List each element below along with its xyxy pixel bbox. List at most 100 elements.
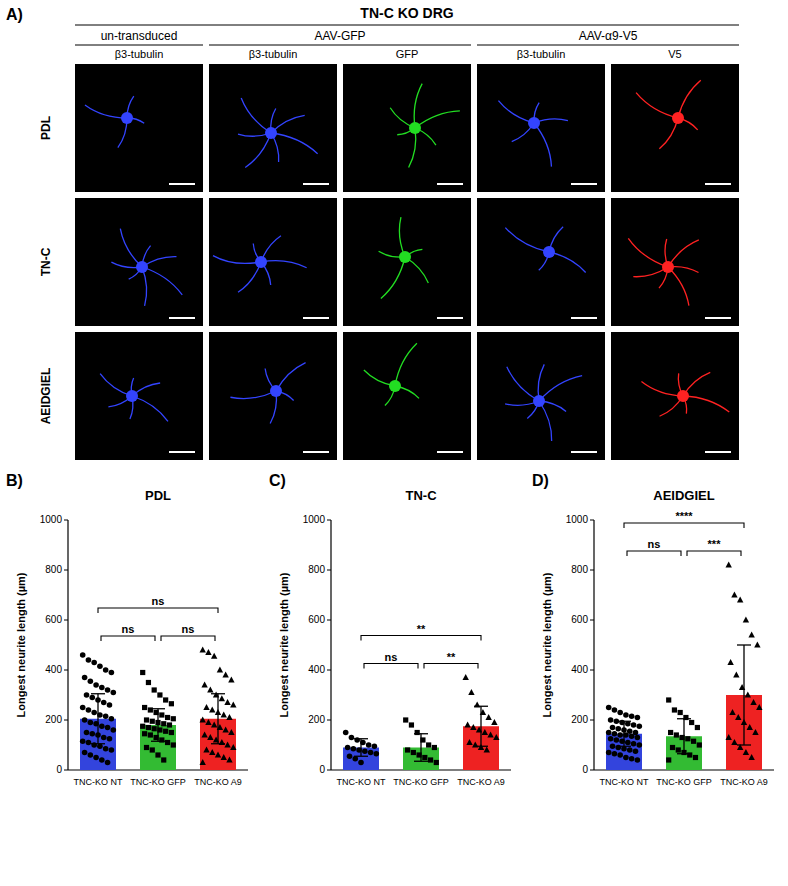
data-point xyxy=(463,674,469,680)
data-point xyxy=(432,745,437,750)
data-point xyxy=(731,739,737,745)
neurite xyxy=(230,391,276,399)
x-tick-label: TNC-KO NT xyxy=(600,777,649,787)
data-point xyxy=(150,747,155,752)
data-point xyxy=(148,732,153,737)
soma xyxy=(543,246,555,258)
data-point xyxy=(678,710,683,715)
significance-bracket xyxy=(687,551,741,556)
chart: C)TN-CLongest neurite length (µm)0200400… xyxy=(269,472,511,787)
data-point xyxy=(750,699,756,705)
data-point xyxy=(111,727,117,733)
data-point xyxy=(726,562,732,568)
neurite xyxy=(636,93,678,118)
error-cap xyxy=(737,744,751,745)
micrograph-bg xyxy=(75,64,203,192)
data-point xyxy=(666,757,671,762)
data-point xyxy=(691,739,696,744)
soma xyxy=(265,127,277,139)
error-cap xyxy=(354,756,368,757)
data-point xyxy=(612,731,618,737)
data-point xyxy=(672,707,677,712)
neurite xyxy=(683,396,729,412)
data-point xyxy=(200,647,206,653)
data-point xyxy=(88,720,94,726)
data-point xyxy=(200,717,206,723)
neurite xyxy=(213,256,261,264)
significance-label: ** xyxy=(417,623,426,635)
y-tick xyxy=(64,670,68,671)
y-tick xyxy=(64,570,68,571)
data-point xyxy=(144,717,149,722)
x-tick-label: TNC-KO NT xyxy=(337,777,386,787)
data-point xyxy=(161,721,166,726)
y-tick-label: 800 xyxy=(308,564,325,575)
data-point xyxy=(226,757,232,763)
data-point xyxy=(756,704,762,710)
data-point xyxy=(109,716,115,722)
data-point xyxy=(358,760,364,766)
neurite xyxy=(678,80,701,118)
soma xyxy=(672,112,684,124)
data-point xyxy=(674,732,679,737)
x-tick-label: TNC-KO GFP xyxy=(130,777,186,787)
data-point xyxy=(169,730,174,735)
significance-bracket xyxy=(424,664,478,669)
error-cap xyxy=(474,706,488,707)
soma xyxy=(121,112,133,124)
y-tick-label: 0 xyxy=(582,764,588,775)
error-cap xyxy=(354,738,368,739)
data-point xyxy=(159,712,164,717)
error-cap xyxy=(617,746,631,747)
data-point xyxy=(97,663,103,669)
y-tick-label: 1000 xyxy=(303,514,326,525)
micrograph-bg xyxy=(611,332,739,460)
soma xyxy=(126,390,138,402)
data-point xyxy=(748,632,754,638)
data-point xyxy=(99,723,105,729)
soma xyxy=(677,390,689,402)
scale-bar xyxy=(169,451,195,453)
scale-bar xyxy=(437,183,463,185)
y-tick-label: 800 xyxy=(45,564,62,575)
micrograph xyxy=(477,198,605,326)
data-point xyxy=(222,727,228,733)
data-point xyxy=(219,695,225,701)
y-tick xyxy=(327,570,331,571)
micrograph xyxy=(611,332,739,460)
neurite xyxy=(628,238,668,267)
data-point xyxy=(80,652,86,658)
data-point xyxy=(695,725,700,730)
soma xyxy=(136,261,148,273)
micrograph-bg xyxy=(611,64,739,192)
data-point xyxy=(140,724,145,729)
scale-bar xyxy=(705,451,731,453)
data-point xyxy=(434,760,439,765)
data-point xyxy=(224,742,230,748)
neurite xyxy=(261,261,307,268)
error-cap xyxy=(617,721,631,722)
data-point xyxy=(612,751,618,757)
y-axis xyxy=(67,520,68,770)
data-point xyxy=(221,754,227,760)
data-point xyxy=(743,617,749,623)
y-tick-label: 200 xyxy=(308,714,325,725)
y-tick-label: 1000 xyxy=(566,514,589,525)
data-point xyxy=(230,744,236,750)
error-bar xyxy=(151,709,165,742)
data-point xyxy=(165,715,170,720)
y-tick-label: 600 xyxy=(571,614,588,625)
data-point xyxy=(615,745,621,751)
y-tick-label: 400 xyxy=(308,664,325,675)
data-point xyxy=(676,747,681,752)
y-tick xyxy=(590,570,594,571)
error-line xyxy=(480,706,481,746)
micrograph-bg xyxy=(477,332,605,460)
data-point xyxy=(635,757,641,763)
data-point xyxy=(372,743,378,749)
data-point xyxy=(99,685,105,691)
data-point xyxy=(88,678,94,684)
data-point xyxy=(207,734,213,740)
micrograph xyxy=(611,198,739,326)
figure-title: TN-C KO DRG xyxy=(360,5,453,21)
